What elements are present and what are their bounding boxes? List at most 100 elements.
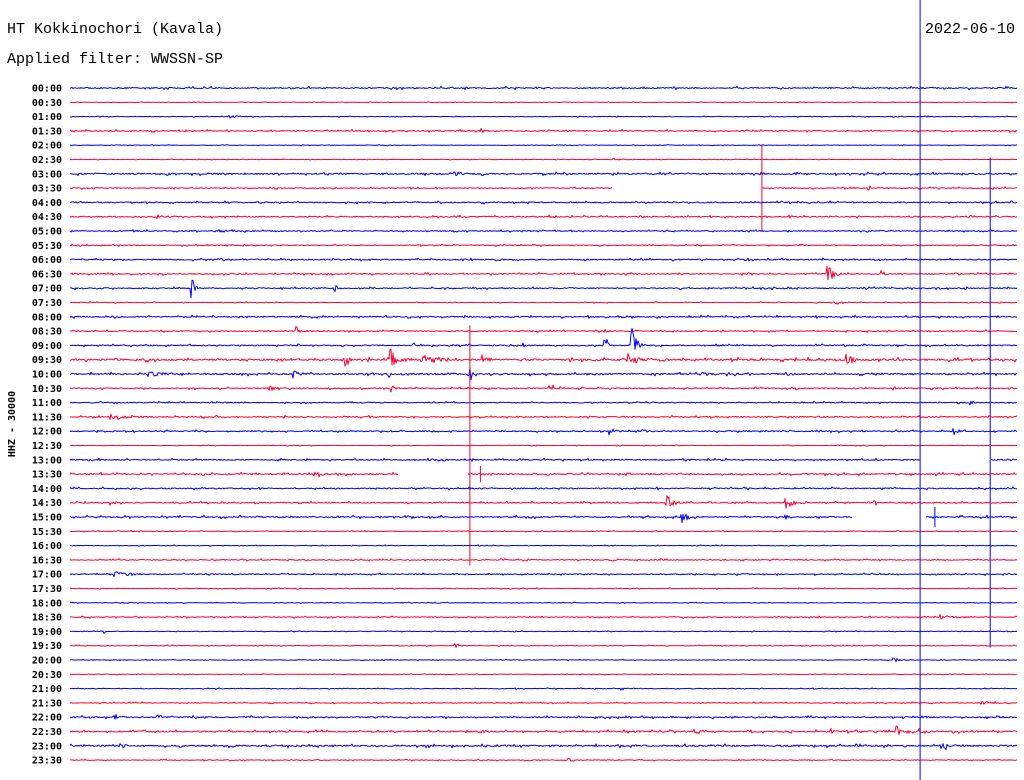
time-label-03-00: 03:00	[32, 169, 62, 180]
trace-16-30	[69, 558, 1018, 562]
time-label-15-30: 15:30	[32, 527, 62, 538]
trace-03-30	[69, 144, 1018, 232]
trace-12-30	[69, 325, 1018, 566]
trace-00-00	[69, 85, 1018, 91]
trace-13-00	[69, 457, 1018, 462]
trace-14-30	[69, 495, 1018, 509]
trace-21-30	[69, 700, 1018, 705]
trace-22-30	[69, 725, 1018, 736]
time-label-12-00: 12:00	[32, 427, 62, 438]
time-label-18-00: 18:00	[32, 598, 62, 609]
time-label-07-00: 07:00	[32, 284, 62, 295]
plot-date: 2022-06-10	[924, 21, 1015, 38]
time-label-20-00: 20:00	[32, 656, 62, 667]
trace-05-00	[69, 229, 1018, 233]
time-label-06-30: 06:30	[32, 269, 62, 280]
time-label-09-30: 09:30	[32, 355, 62, 366]
time-label-20-30: 20:30	[32, 670, 62, 681]
time-label-04-00: 04:00	[32, 198, 62, 209]
time-label-01-00: 01:00	[32, 112, 62, 123]
time-label-14-30: 14:30	[32, 498, 62, 509]
trace-10-00	[69, 367, 1018, 381]
trace-20-00	[69, 657, 1018, 663]
trace-18-30	[69, 613, 1018, 620]
trace-12-00	[69, 427, 1018, 436]
time-label-07-30: 07:30	[32, 298, 62, 309]
time-label-23-00: 23:00	[32, 741, 62, 752]
trace-13-30	[69, 466, 1018, 483]
time-label-19-30: 19:30	[32, 641, 62, 652]
trace-22-00	[69, 714, 1018, 720]
trace-15-00	[69, 507, 1018, 527]
trace-02-00	[69, 144, 1018, 147]
time-label-15-00: 15:00	[32, 513, 62, 524]
time-label-21-00: 21:00	[32, 684, 62, 695]
filter-label: Applied filter: WWSSN-SP	[7, 51, 224, 68]
time-label-04-30: 04:30	[32, 212, 62, 223]
time-label-06-00: 06:00	[32, 255, 62, 266]
time-label-10-00: 10:00	[32, 370, 62, 381]
time-label-16-00: 16:00	[32, 541, 62, 552]
trace-10-30	[69, 384, 1018, 393]
trace-17-00	[69, 571, 1018, 578]
trace-04-30	[69, 214, 1018, 219]
trace-20-30	[69, 673, 1018, 676]
time-label-10-30: 10:30	[32, 384, 62, 395]
trace-06-30	[69, 265, 1018, 281]
time-label-13-00: 13:00	[32, 455, 62, 466]
time-label-23-30: 23:30	[32, 756, 62, 767]
trace-11-00	[69, 157, 1018, 648]
time-label-19-00: 19:00	[32, 627, 62, 638]
time-label-11-30: 11:30	[32, 412, 62, 423]
time-label-16-30: 16:30	[32, 555, 62, 566]
time-label-05-30: 05:30	[32, 241, 62, 252]
trace-23-30	[69, 757, 1018, 762]
time-label-00-00: 00:00	[32, 84, 62, 95]
trace-00-30	[69, 101, 1018, 104]
station-title: HT Kokkinochori (Kavala)	[7, 21, 224, 38]
trace-17-30	[69, 587, 1018, 590]
time-label-08-00: 08:00	[32, 312, 62, 323]
time-label-17-30: 17:30	[32, 584, 62, 595]
trace-06-00	[69, 257, 1018, 262]
time-label-09-00: 09:00	[32, 341, 62, 352]
trace-18-00	[69, 601, 1018, 605]
time-label-22-30: 22:30	[32, 727, 62, 738]
time-label-22-00: 22:00	[32, 713, 62, 724]
trace-08-30	[69, 326, 1018, 333]
time-label-13-30: 13:30	[32, 470, 62, 481]
time-label-05-00: 05:00	[32, 227, 62, 238]
time-label-14-00: 14:00	[32, 484, 62, 495]
trace-11-30	[69, 413, 1018, 420]
trace-03-00	[69, 171, 1018, 177]
trace-02-30	[69, 157, 1018, 161]
trace-16-00	[69, 544, 1018, 547]
trace-09-00	[69, 327, 1018, 350]
time-label-12-30: 12:30	[32, 441, 62, 452]
time-label-17-00: 17:00	[32, 570, 62, 581]
time-label-02-00: 02:00	[32, 141, 62, 152]
trace-09-30	[69, 348, 1018, 367]
trace-19-30	[69, 643, 1018, 648]
trace-01-30	[69, 128, 1018, 134]
trace-01-00	[69, 114, 1018, 119]
trace-08-00	[69, 314, 1018, 319]
channel-scale-label: HHZ - 30000	[7, 391, 18, 457]
trace-14-00	[69, 486, 1018, 491]
trace-07-00	[69, 279, 1018, 299]
time-label-11-00: 11:00	[32, 398, 62, 409]
time-label-08-30: 08:30	[32, 327, 62, 338]
time-label-18-30: 18:30	[32, 613, 62, 624]
time-label-03-30: 03:30	[32, 184, 62, 195]
trace-21-00	[69, 687, 1018, 691]
trace-05-30	[69, 243, 1017, 247]
time-label-00-30: 00:30	[32, 98, 62, 109]
trace-19-00	[69, 630, 1018, 635]
trace-07-30	[69, 301, 1018, 305]
time-label-21-30: 21:30	[32, 698, 62, 709]
trace-04-00	[69, 200, 1018, 205]
time-label-01-30: 01:30	[32, 126, 62, 137]
trace-15-30	[69, 529, 1018, 533]
